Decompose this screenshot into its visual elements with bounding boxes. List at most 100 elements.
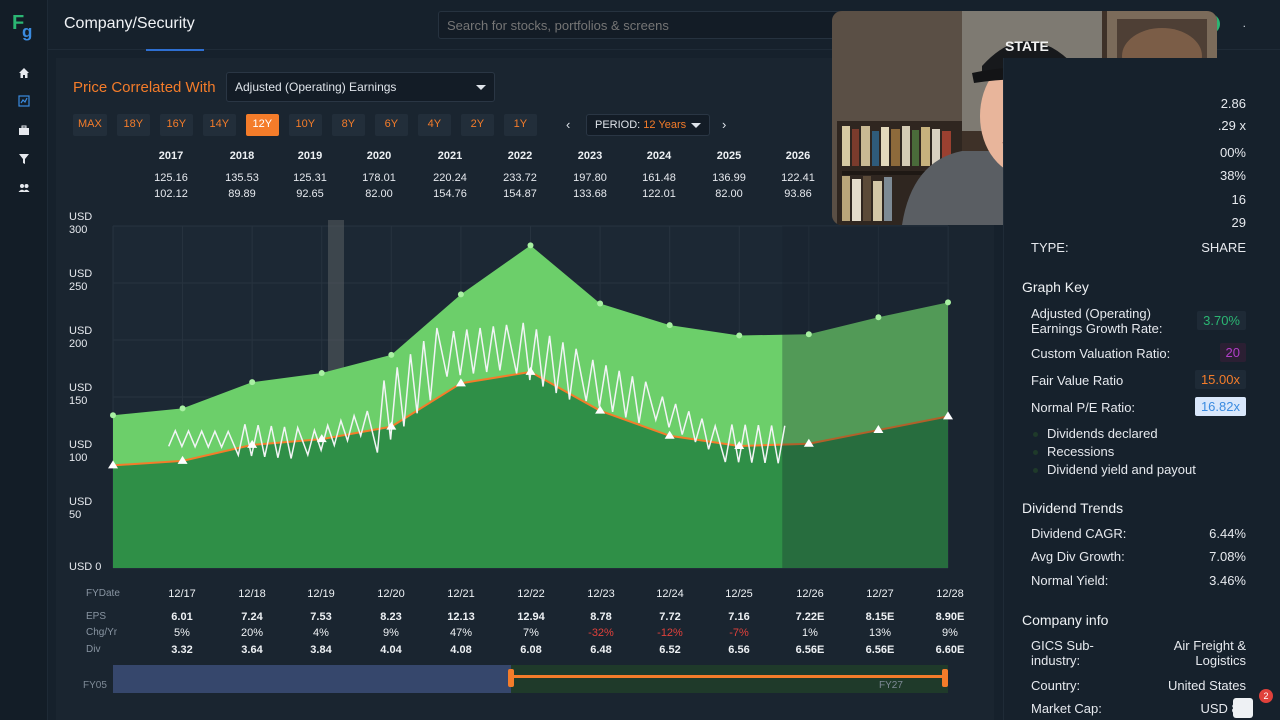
company-label: Country:: [1031, 678, 1081, 693]
page-title: Company/Security: [64, 15, 195, 32]
type-label: TYPE:: [1031, 240, 1069, 255]
eps-value: 6.01: [171, 611, 193, 623]
fair-value-point: [873, 425, 884, 434]
normal-pe-point: [457, 291, 464, 298]
graph-key-value[interactable]: 20: [1219, 343, 1246, 362]
low-value: 92.65: [296, 188, 324, 200]
graph-key-value[interactable]: 15.00x: [1194, 370, 1246, 389]
change-value: 9%: [383, 627, 399, 639]
normal-pe-point: [388, 351, 395, 358]
navigator-left-handle[interactable]: [508, 669, 514, 687]
period-button-2y[interactable]: 2Y: [460, 114, 494, 136]
range-navigator[interactable]: [113, 665, 948, 693]
y-tick-label: USD 0: [69, 561, 102, 573]
users-icon[interactable]: [14, 178, 34, 198]
fy-date: 12/17: [168, 588, 196, 600]
dividend-value: 6.52: [659, 644, 681, 656]
navigator-right-handle[interactable]: [942, 669, 948, 687]
filter-icon[interactable]: [14, 149, 34, 169]
period-button-18y[interactable]: 18Y: [116, 114, 150, 136]
estimate-shade: [782, 226, 948, 568]
change-value: 20%: [240, 627, 264, 639]
normal-pe-point: [179, 405, 186, 412]
high-value: 161.48: [642, 172, 676, 184]
legend-item: Dividend yield and payout: [1047, 462, 1196, 477]
briefcase-icon[interactable]: [14, 120, 34, 140]
period-select[interactable]: PERIOD: 12 Years: [586, 114, 710, 136]
legend-dot: [1033, 450, 1038, 455]
period-button-6y[interactable]: 6Y: [374, 114, 408, 136]
period-button-1y[interactable]: 1Y: [503, 114, 537, 136]
fy-date: 12/21: [447, 588, 475, 600]
change-value: 7%: [523, 627, 539, 639]
navigator-end-label: FY27: [879, 680, 903, 691]
fair-value-point: [177, 455, 188, 464]
graph-key-label: Custom Valuation Ratio:: [1031, 346, 1171, 361]
dividend-trends-title: Dividend Trends: [1022, 500, 1124, 516]
home-icon[interactable]: [14, 63, 34, 83]
fy-date: 12/18: [238, 588, 266, 600]
low-value: 154.87: [503, 188, 537, 200]
y-tick-label: USD 150: [69, 382, 93, 407]
change-value: 4%: [313, 627, 329, 639]
period-button-max[interactable]: MAX: [73, 114, 107, 136]
fair-value-point: [316, 434, 327, 443]
period-button-14y[interactable]: 14Y: [202, 114, 236, 136]
chart-icon[interactable]: [14, 91, 34, 111]
chevron-left-icon[interactable]: ‹: [566, 117, 571, 132]
period-button-10y[interactable]: 10Y: [288, 114, 322, 136]
year-header: 2019: [297, 150, 323, 162]
eps-value: 7.22E: [795, 611, 825, 623]
fy-date: 12/19: [307, 588, 335, 600]
graph-key-value[interactable]: 16.82x: [1194, 397, 1246, 416]
low-value: 82.00: [365, 188, 393, 200]
year-header: 2025: [716, 150, 742, 162]
svg-text:STATE: STATE: [1005, 38, 1049, 54]
navigator-window[interactable]: [113, 665, 511, 693]
chat-icon[interactable]: [1233, 698, 1253, 718]
legend-item: Dividends declared: [1047, 426, 1158, 441]
eps-value: 8.78: [590, 611, 612, 623]
low-value: 154.76: [433, 188, 467, 200]
year-header: 2026: [785, 150, 811, 162]
fy-date: 12/20: [377, 588, 405, 600]
company-label: Market Cap:: [1031, 701, 1102, 716]
high-value: 220.24: [433, 172, 467, 184]
more-menu-button[interactable]: .: [1242, 16, 1246, 30]
low-value: 102.12: [154, 188, 188, 200]
normal-pe-point: [875, 314, 882, 321]
search-input[interactable]: [438, 11, 878, 39]
fy-date: 12/27: [866, 588, 894, 600]
graph-key-value[interactable]: 3.70%: [1197, 311, 1246, 330]
period-button-4y[interactable]: 4Y: [417, 114, 451, 136]
correlated-select-value: Adjusted (Operating) Earnings: [235, 80, 397, 94]
fair-value-point: [734, 441, 745, 450]
period-button-16y[interactable]: 16Y: [159, 114, 193, 136]
year-header: 2024: [646, 150, 672, 162]
fy-date: 12/25: [725, 588, 753, 600]
year-header: 2023: [577, 150, 603, 162]
correlated-select[interactable]: Adjusted (Operating) Earnings: [226, 72, 495, 102]
fair-value-point: [803, 438, 814, 447]
valuation-chart[interactable]: [56, 58, 994, 720]
fair-value-point: [386, 421, 397, 430]
company-value: USD 87: [1200, 701, 1246, 716]
change-value: 47%: [449, 627, 473, 639]
year-header: 2017: [158, 150, 184, 162]
chevron-right-icon[interactable]: ›: [722, 117, 727, 132]
normal-pe-point: [249, 379, 256, 386]
change-value: 9%: [942, 627, 958, 639]
low-value: 93.86: [784, 188, 812, 200]
fair-value-point: [595, 405, 606, 414]
dividend-value: 6.56E: [795, 644, 825, 656]
fy-date: 12/26: [796, 588, 824, 600]
correlated-label: Price Correlated With: [73, 79, 216, 96]
period-button-12y[interactable]: 12Y: [245, 114, 279, 136]
period-button-8y[interactable]: 8Y: [331, 114, 365, 136]
company-info-title: Company info: [1022, 612, 1109, 628]
y-tick-label: USD 50: [69, 496, 93, 521]
period-value: 12 Years: [643, 119, 687, 131]
fair-value-area: [113, 371, 948, 568]
change-value: 5%: [174, 627, 190, 639]
